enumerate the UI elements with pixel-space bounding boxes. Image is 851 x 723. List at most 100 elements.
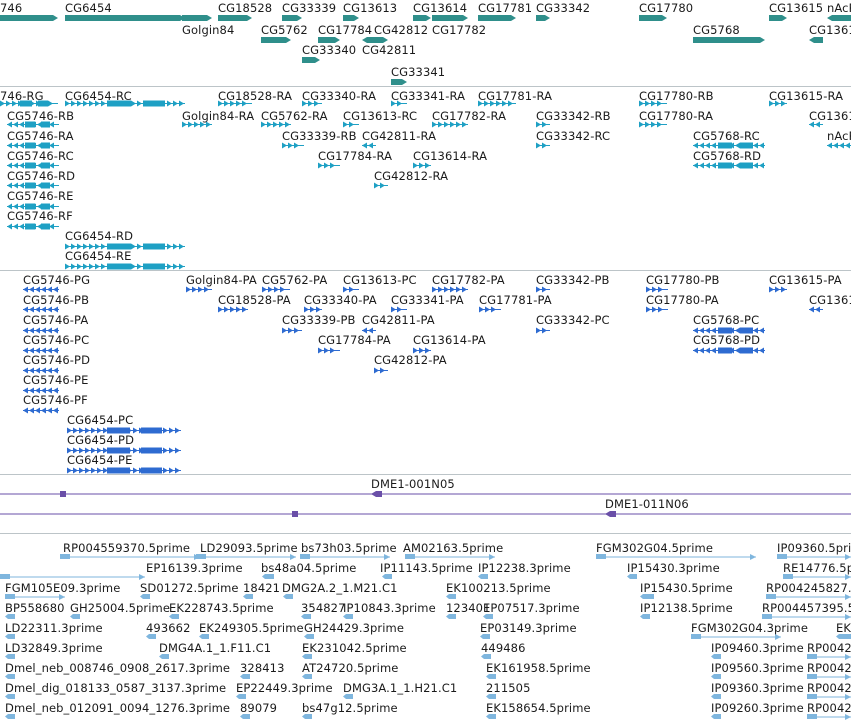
transcript-feature[interactable] [218, 99, 252, 108]
est-feature[interactable] [483, 614, 493, 620]
protein-feature[interactable] [23, 366, 59, 375]
transcript-feature[interactable] [536, 120, 550, 129]
gene-feature[interactable] [827, 14, 851, 22]
protein-feature[interactable] [23, 346, 59, 355]
transcript-feature[interactable] [827, 141, 851, 150]
est-feature[interactable] [60, 554, 200, 560]
transcript-feature[interactable] [391, 99, 407, 108]
protein-feature[interactable] [646, 305, 668, 314]
est-feature[interactable] [711, 714, 721, 720]
clone-feature[interactable] [0, 510, 851, 518]
gene-feature[interactable] [0, 14, 58, 22]
est-feature[interactable] [70, 614, 80, 620]
gene-feature[interactable] [318, 36, 340, 44]
protein-feature[interactable] [374, 366, 388, 375]
gene-feature[interactable] [218, 14, 252, 22]
est-feature[interactable] [777, 554, 851, 560]
protein-feature[interactable] [67, 446, 181, 455]
protein-feature[interactable] [282, 326, 302, 335]
protein-feature[interactable] [186, 285, 212, 294]
transcript-feature[interactable] [261, 120, 291, 129]
transcript-feature[interactable] [374, 181, 388, 190]
est-feature[interactable] [640, 594, 654, 600]
protein-feature[interactable] [693, 326, 765, 335]
gene-feature[interactable] [65, 14, 185, 22]
est-feature[interactable] [343, 614, 353, 620]
est-feature[interactable] [5, 654, 15, 660]
est-feature[interactable] [140, 594, 150, 600]
transcript-feature[interactable] [282, 141, 304, 150]
transcript-feature[interactable] [7, 161, 59, 170]
protein-feature[interactable] [536, 326, 550, 335]
est-feature[interactable] [301, 614, 311, 620]
protein-feature[interactable] [432, 285, 468, 294]
est-feature[interactable] [5, 714, 15, 720]
protein-feature[interactable] [362, 326, 376, 335]
est-feature[interactable] [302, 674, 312, 680]
protein-feature[interactable] [769, 285, 787, 294]
est-feature[interactable] [807, 674, 851, 680]
est-feature[interactable] [596, 554, 756, 560]
protein-feature[interactable] [646, 285, 668, 294]
protein-feature[interactable] [67, 426, 181, 435]
gene-feature[interactable] [282, 14, 302, 22]
est-feature[interactable] [240, 674, 250, 680]
transcript-feature[interactable] [318, 161, 340, 170]
protein-feature[interactable] [23, 406, 59, 415]
gene-feature[interactable] [639, 14, 667, 22]
transcript-feature[interactable] [413, 161, 431, 170]
est-feature[interactable] [300, 554, 390, 560]
transcript-feature[interactable] [7, 222, 59, 231]
gene-feature[interactable] [261, 36, 291, 44]
protein-feature[interactable] [809, 305, 823, 314]
est-feature[interactable] [480, 634, 490, 640]
est-feature[interactable] [836, 634, 851, 640]
protein-feature[interactable] [343, 285, 359, 294]
est-feature[interactable] [159, 654, 169, 660]
transcript-feature[interactable] [693, 161, 765, 170]
est-feature[interactable] [807, 694, 851, 700]
est-feature[interactable] [5, 694, 15, 700]
est-feature[interactable] [486, 714, 496, 720]
est-feature[interactable] [196, 554, 296, 560]
est-feature[interactable] [243, 594, 253, 600]
gene-feature[interactable] [302, 56, 320, 64]
protein-feature[interactable] [413, 346, 431, 355]
gene-feature[interactable] [693, 36, 765, 44]
est-feature[interactable] [446, 594, 456, 600]
est-feature[interactable] [405, 554, 495, 560]
protein-feature[interactable] [23, 386, 59, 395]
gene-feature[interactable] [769, 14, 787, 22]
est-feature[interactable] [711, 674, 721, 680]
est-feature[interactable] [302, 714, 312, 720]
est-feature[interactable] [304, 634, 314, 640]
est-feature[interactable] [169, 614, 179, 620]
est-feature[interactable] [478, 574, 488, 580]
est-feature[interactable] [5, 634, 15, 640]
transcript-feature[interactable] [639, 99, 667, 108]
protein-feature[interactable] [23, 305, 59, 314]
protein-feature[interactable] [23, 285, 59, 294]
est-feature[interactable] [283, 594, 293, 600]
protein-feature[interactable] [391, 305, 407, 314]
transcript-feature[interactable] [693, 141, 765, 150]
est-feature[interactable] [807, 714, 851, 720]
est-feature[interactable] [343, 694, 353, 700]
est-feature[interactable] [262, 574, 274, 580]
est-feature[interactable] [0, 574, 145, 580]
est-feature[interactable] [486, 674, 496, 680]
protein-feature[interactable] [23, 326, 59, 335]
gene-feature[interactable] [391, 78, 407, 86]
transcript-feature[interactable] [639, 120, 667, 129]
transcript-feature[interactable] [182, 120, 212, 129]
est-feature[interactable] [146, 634, 156, 640]
protein-feature[interactable] [536, 285, 550, 294]
transcript-feature[interactable] [7, 120, 59, 129]
gene-feature[interactable] [413, 14, 431, 22]
gene-feature[interactable] [478, 14, 516, 22]
est-feature[interactable] [5, 614, 15, 620]
transcript-feature[interactable] [302, 99, 322, 108]
est-feature[interactable] [240, 714, 250, 720]
est-feature[interactable] [5, 674, 15, 680]
protein-feature[interactable] [693, 346, 765, 355]
